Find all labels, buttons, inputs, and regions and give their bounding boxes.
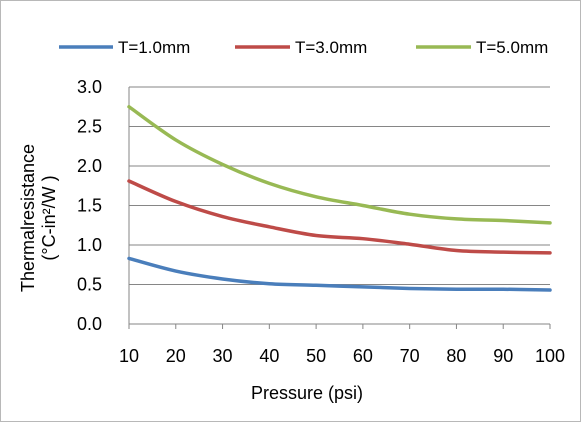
legend-label-2: T=3.0mm (295, 38, 367, 57)
y-tick-label: 2.5 (77, 117, 102, 137)
series-line-1 (127, 256, 552, 292)
x-tick-label: 90 (493, 346, 513, 366)
series-line-2 (127, 179, 552, 255)
legend-label-3: T=5.0mm (476, 38, 548, 57)
x-tick-label: 80 (446, 346, 466, 366)
y-tick-label: 2.0 (77, 156, 102, 176)
y-tick-label: 0.5 (77, 275, 102, 295)
x-tick-label: 50 (306, 346, 326, 366)
gridlines (129, 86, 550, 325)
y-tick-label: 3.0 (77, 77, 102, 97)
y-tick-label: 1.0 (77, 235, 102, 255)
x-tick-label: 60 (353, 346, 373, 366)
x-tick-label: 40 (259, 346, 279, 366)
legend-label-1: T=1.0mm (118, 38, 190, 57)
y-tick-label: 1.5 (77, 196, 102, 216)
series-lines (127, 105, 552, 292)
x-tick-label: 30 (213, 346, 233, 366)
legend: T=1.0mm T=3.0mm T=5.0mm (59, 38, 548, 57)
y-axis-title-line2: (°C-in²/W ) (39, 175, 59, 260)
y-axis-title-line1: Thermalresistance (18, 144, 38, 292)
x-tick-label: 20 (166, 346, 186, 366)
x-tick-label: 10 (119, 346, 139, 366)
x-axis-title: Pressure (psi) (251, 383, 363, 403)
series-line-3 (127, 105, 552, 225)
x-tick-label: 70 (400, 346, 420, 366)
y-tick-label: 0.0 (77, 314, 102, 334)
x-tick-label: 100 (535, 346, 565, 366)
axes: 0.0 0.5 1.0 1.5 2.0 2.5 3.0 10 20 30 40 50 60 70 80 90 1… (77, 77, 565, 366)
